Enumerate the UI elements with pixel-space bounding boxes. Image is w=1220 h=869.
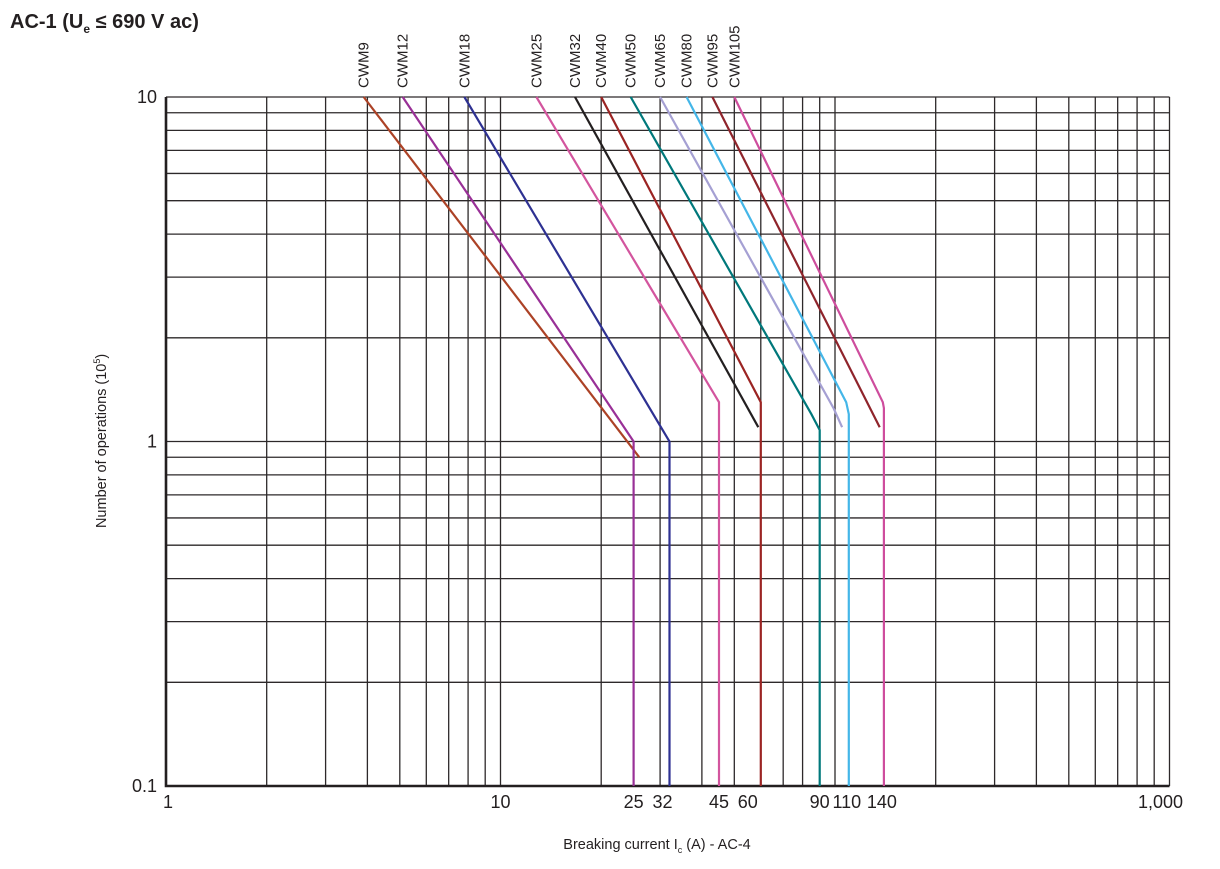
x-tick-label-10: 10 xyxy=(490,792,510,812)
x-rated-tick-label-110: 110 xyxy=(832,792,861,812)
y-tick-label-1: 1 xyxy=(147,432,157,452)
y-tick-label-10: 10 xyxy=(137,87,157,107)
curve-cwm12 xyxy=(401,96,635,786)
curve-label-cwm40: CWM40 xyxy=(593,34,610,88)
x-axis-title-post: (A) - AC-4 xyxy=(682,837,751,853)
y-tick-label-0.1: 0.1 xyxy=(132,776,157,796)
curve-layer xyxy=(362,96,886,786)
curve-label-cwm25: CWM25 xyxy=(528,34,545,88)
x-axis-title-pre: Breaking current I xyxy=(563,837,678,853)
curve-cwm50 xyxy=(629,96,821,786)
x-axis-title-subscript: c xyxy=(677,844,683,855)
chart-title-post: ≤ 690 V ac) xyxy=(90,11,199,33)
x-rated-tick-label-60: 60 xyxy=(738,792,758,812)
chart-title-subscript: e xyxy=(83,22,91,36)
curve-cwm32 xyxy=(574,96,760,428)
curve-cwm95 xyxy=(711,96,881,428)
curve-cwm25 xyxy=(535,96,721,786)
curve-cwm18 xyxy=(463,96,671,786)
axis-border xyxy=(164,97,1170,788)
x-rated-tick-label-25: 25 xyxy=(624,792,644,812)
curve-cwm9 xyxy=(362,96,641,458)
x-axis-title: Breaking current Ic (A) - AC-4 xyxy=(563,837,750,855)
x-rated-tick-label-32: 32 xyxy=(652,792,672,812)
curve-label-cwm18: CWM18 xyxy=(456,34,473,88)
curve-label-cwm12: CWM12 xyxy=(395,34,412,88)
grid-layer xyxy=(165,96,1171,787)
x-tick-label-1: 1 xyxy=(163,792,173,812)
curve-label-cwm50: CWM50 xyxy=(623,34,640,88)
curve-label-cwm95: CWM95 xyxy=(704,34,721,88)
label-layer: CWM9 CWM12 CWM18 CWM25 CWM32 CWM40 CWM50 CWM65 C… xyxy=(132,25,1183,812)
curve-cwm105 xyxy=(733,96,886,786)
x-rated-tick-label-140: 140 xyxy=(867,792,897,812)
curve-cwm40 xyxy=(600,96,762,786)
x-rated-tick-label-90: 90 xyxy=(810,792,830,812)
plot-border xyxy=(164,97,1170,788)
curve-cwm65 xyxy=(659,96,844,428)
curve-label-cwm32: CWM32 xyxy=(567,34,584,88)
curve-label-cwm105: CWM105 xyxy=(726,25,743,88)
x-tick-label-1,000: 1,000 xyxy=(1138,792,1183,812)
curve-cwm80 xyxy=(685,96,850,786)
chart-title-pre: AC-1 (U xyxy=(10,11,84,33)
curve-label-cwm9: CWM9 xyxy=(356,42,373,88)
chart-title: AC-1 (Ue ≤ 690 V ac) xyxy=(10,11,199,36)
x-rated-tick-label-45: 45 xyxy=(709,792,729,812)
curve-label-cwm65: CWM65 xyxy=(652,34,669,88)
curve-label-cwm80: CWM80 xyxy=(679,34,696,88)
